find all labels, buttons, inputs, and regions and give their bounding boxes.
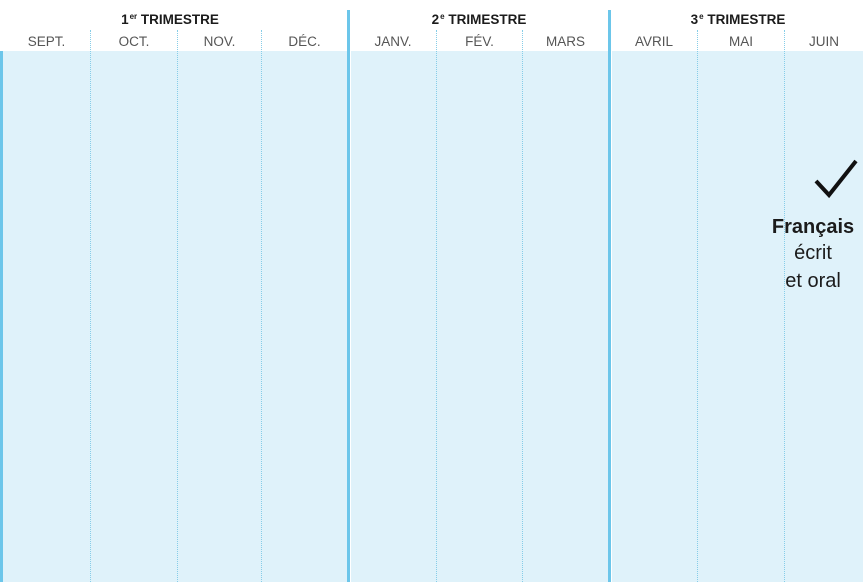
checkmark-icon (814, 159, 858, 199)
trimester-label: TRIMESTRE (448, 12, 527, 27)
month-nov: NOV. (203, 34, 236, 49)
trimester-1-panel (0, 51, 348, 582)
month-divider (436, 30, 437, 582)
month-mars: MARS (545, 34, 585, 49)
month-avril: AVRIL (634, 34, 673, 49)
month-divider (261, 30, 262, 582)
calendar-left-edge (0, 51, 3, 582)
month-divider (522, 30, 523, 582)
month-janv: JANV. (374, 34, 412, 49)
subject-line-1: écrit (794, 242, 832, 264)
month-divider (784, 30, 785, 582)
trimester-label: TRIMESTRE (707, 12, 786, 27)
trimester-2-panel (351, 51, 609, 582)
subject-title: Français (771, 216, 855, 238)
month-divider (177, 30, 178, 582)
month-juin: JUIN (809, 34, 839, 49)
month-divider (697, 30, 698, 582)
month-sept: SEPT. (27, 34, 66, 49)
month-dec: DÉC. (288, 34, 321, 49)
trimester-ordinal: e (699, 12, 704, 21)
month-fev: FÉV. (465, 34, 494, 49)
trimester-3-header: 3e TRIMESTRE (613, 11, 863, 29)
trimester-ordinal: er (129, 12, 138, 21)
trimester-number: 3 (690, 12, 699, 27)
month-mai: MAI (728, 34, 753, 49)
trimester-separator (608, 10, 611, 582)
trimester-number: 2 (431, 12, 440, 27)
trimester-2-header: 2e TRIMESTRE (349, 11, 609, 29)
trimester-3-panel (612, 51, 863, 582)
trimester-number: 1 (121, 12, 129, 27)
trimester-label: TRIMESTRE (140, 12, 219, 27)
month-oct: OCT. (118, 34, 150, 49)
trimester-separator (347, 10, 350, 582)
subject-line-2: et oral (785, 270, 841, 292)
trimester-1-header: 1er TRIMESTRE (40, 11, 300, 29)
month-divider (90, 30, 91, 582)
trimester-ordinal: e (440, 12, 445, 21)
